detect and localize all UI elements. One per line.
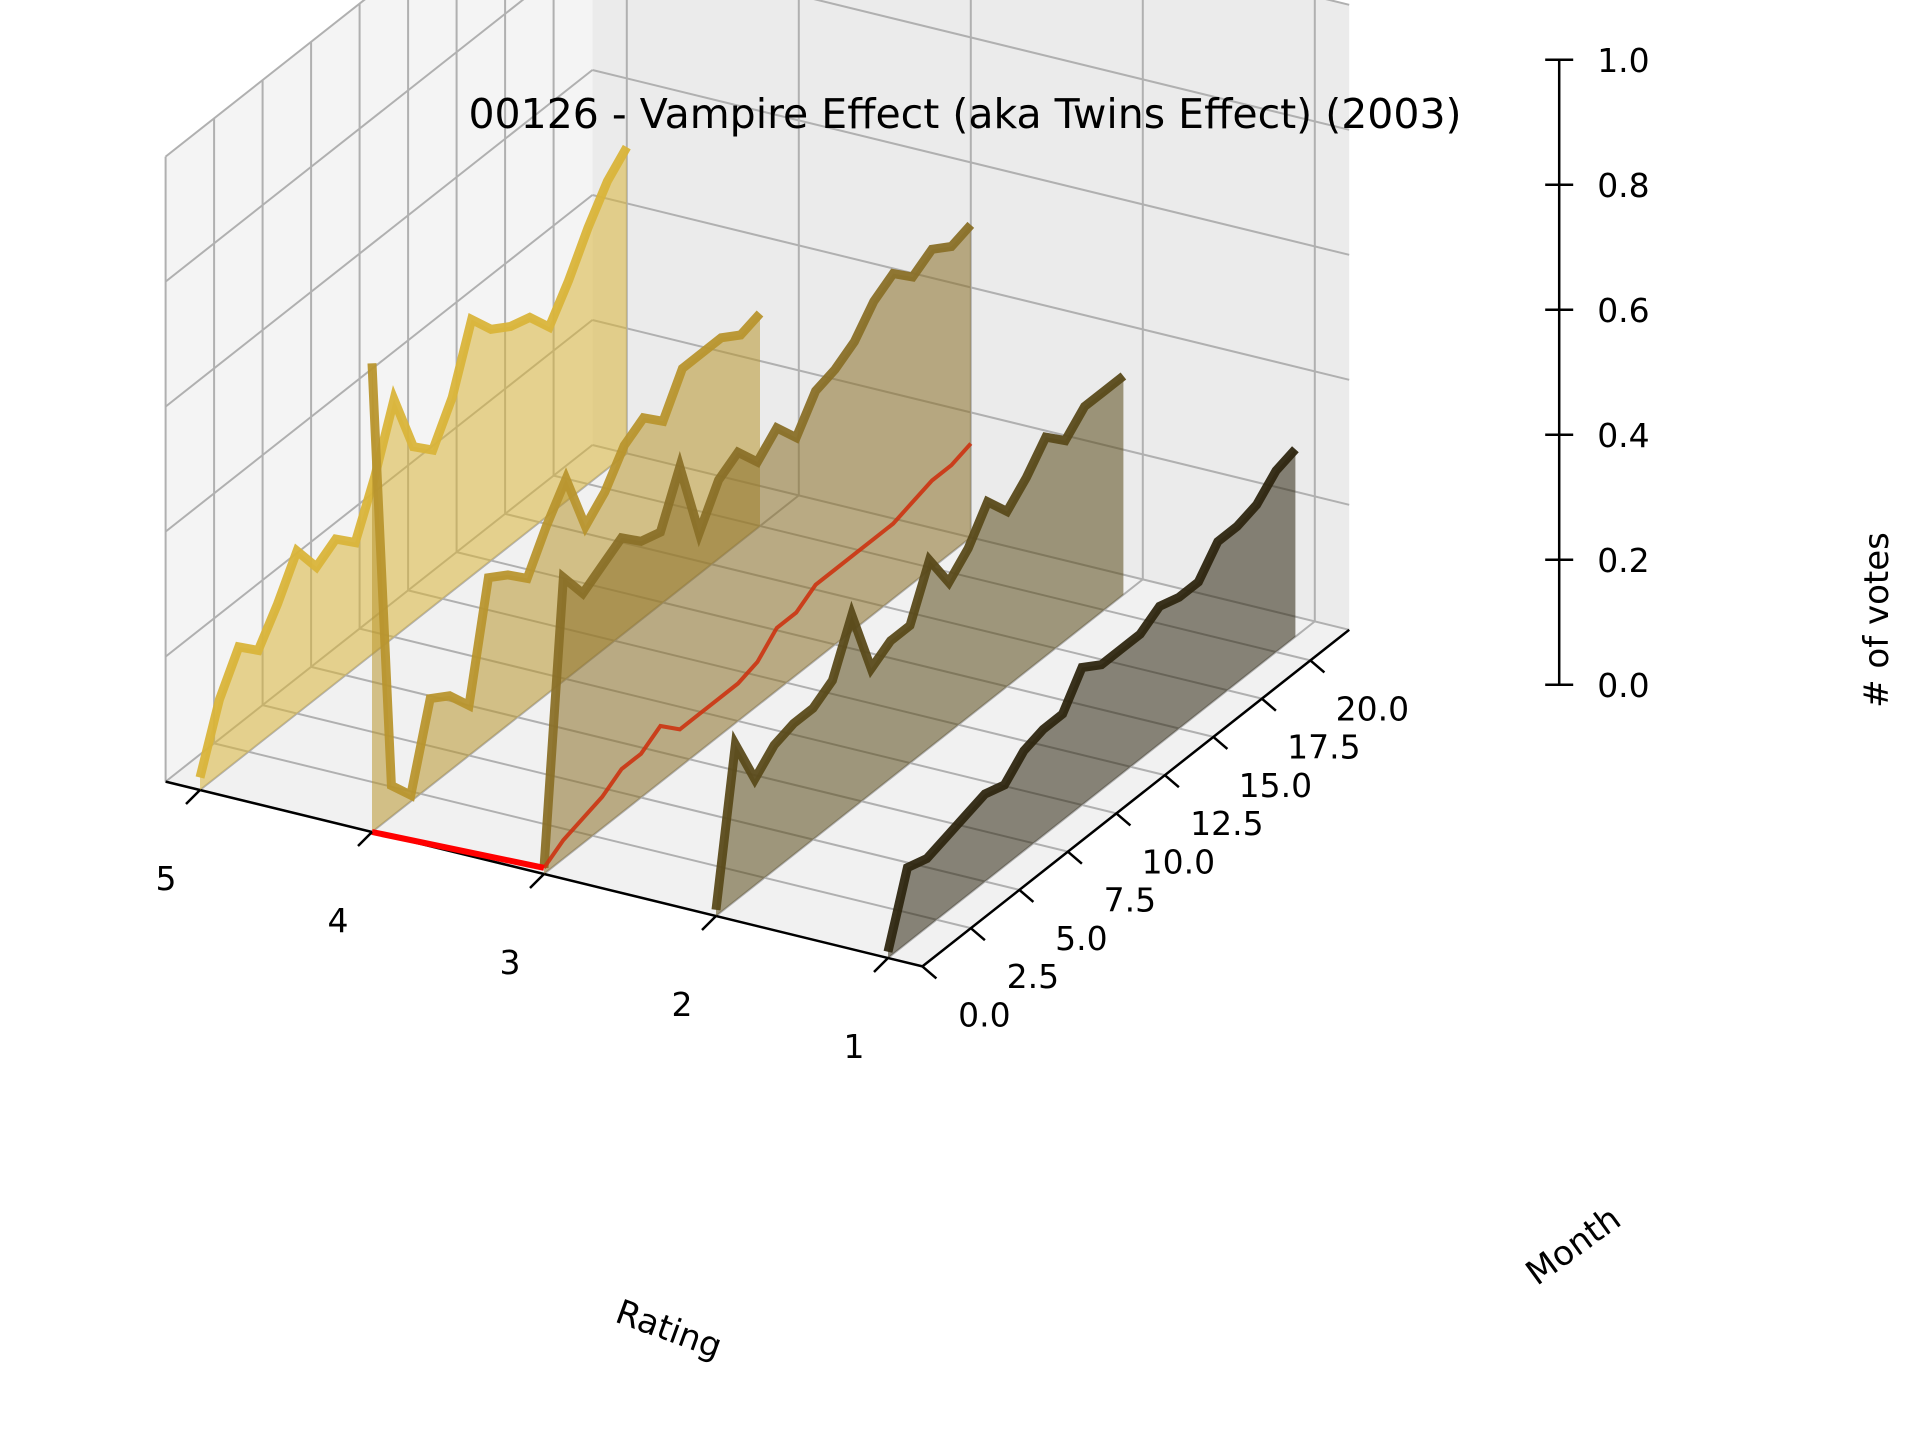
y-tick-label: 2.5 [1007,957,1059,996]
gridline [715,578,1144,917]
series-line-rating-5 [195,144,631,779]
z-tick-label: 0.6 [1597,291,1649,330]
y-tick-mark [1309,659,1326,674]
gridline [164,0,366,158]
series-line-red-base [371,829,545,871]
chart-ticks: 123450.02.55.07.510.012.515.017.520.00.0… [156,41,1650,1066]
z-tick-label: 0.2 [1597,541,1649,580]
y-tick-mark [921,965,938,980]
x-tick-label: 4 [328,901,349,940]
y-tick-label: 17.5 [1287,728,1360,767]
z-axis-label: # of votes [1857,532,1897,708]
x-tick-mark [185,789,201,805]
y-tick-mark [1212,735,1229,750]
side-pane [165,0,593,782]
z-tick-label: 0.0 [1597,666,1649,705]
y-axis-label: Month [1519,1199,1629,1294]
y-tick-mark [1018,888,1035,903]
gridline [592,69,1350,256]
y-tick-mark [1164,774,1180,789]
x-tick-mark [873,957,889,973]
x-tick-mark [701,915,717,931]
series-area-rating-1 [888,449,1296,958]
y-tick-mark [1261,697,1277,712]
gridline [887,620,1316,959]
series-line-rating-4 [367,310,764,802]
z-tick-label: 1.0 [1597,41,1649,80]
chart-series [195,144,1299,958]
y-tick-label: 0.0 [958,995,1010,1034]
series-line-rating-1 [883,446,1299,953]
series-line-rating-3 [539,221,975,869]
y-tick-label: 20.0 [1336,689,1409,728]
series-area-rating-3 [544,224,971,874]
z-tick-label: 0.8 [1597,166,1649,205]
gridline [164,69,594,408]
series-area-rating-2 [716,376,1124,916]
y-tick-label: 5.0 [1055,919,1107,958]
series-line-rating-2 [711,372,1127,911]
chart-title: 00126 - Vampire Effect (aka Twins Effect… [468,90,1461,138]
series-area-rating-4 [372,313,760,832]
gridline [813,0,1350,131]
y-tick-mark [1067,850,1083,865]
x-tick-label: 5 [156,859,177,898]
x-axis-label: Rating [610,1292,727,1367]
series-line-red [542,442,973,869]
y-tick-label: 7.5 [1104,881,1156,920]
gridline [164,194,594,533]
y-tick-label: 12.5 [1190,804,1263,843]
series-area-rating-5 [200,147,627,791]
z-tick-label: 0.4 [1597,416,1649,455]
gridline [164,0,525,283]
x-tick-mark [529,873,545,889]
x-tick-label: 1 [844,1027,865,1066]
x-tick-label: 2 [672,985,693,1024]
y-tick-label: 10.0 [1142,842,1215,881]
x-tick-mark [357,831,373,847]
y-tick-mark [1115,812,1132,827]
y-tick-label: 15.0 [1239,766,1312,805]
y-tick-mark [970,927,986,942]
x-tick-label: 3 [500,943,521,982]
y-axis-line [921,628,1350,968]
